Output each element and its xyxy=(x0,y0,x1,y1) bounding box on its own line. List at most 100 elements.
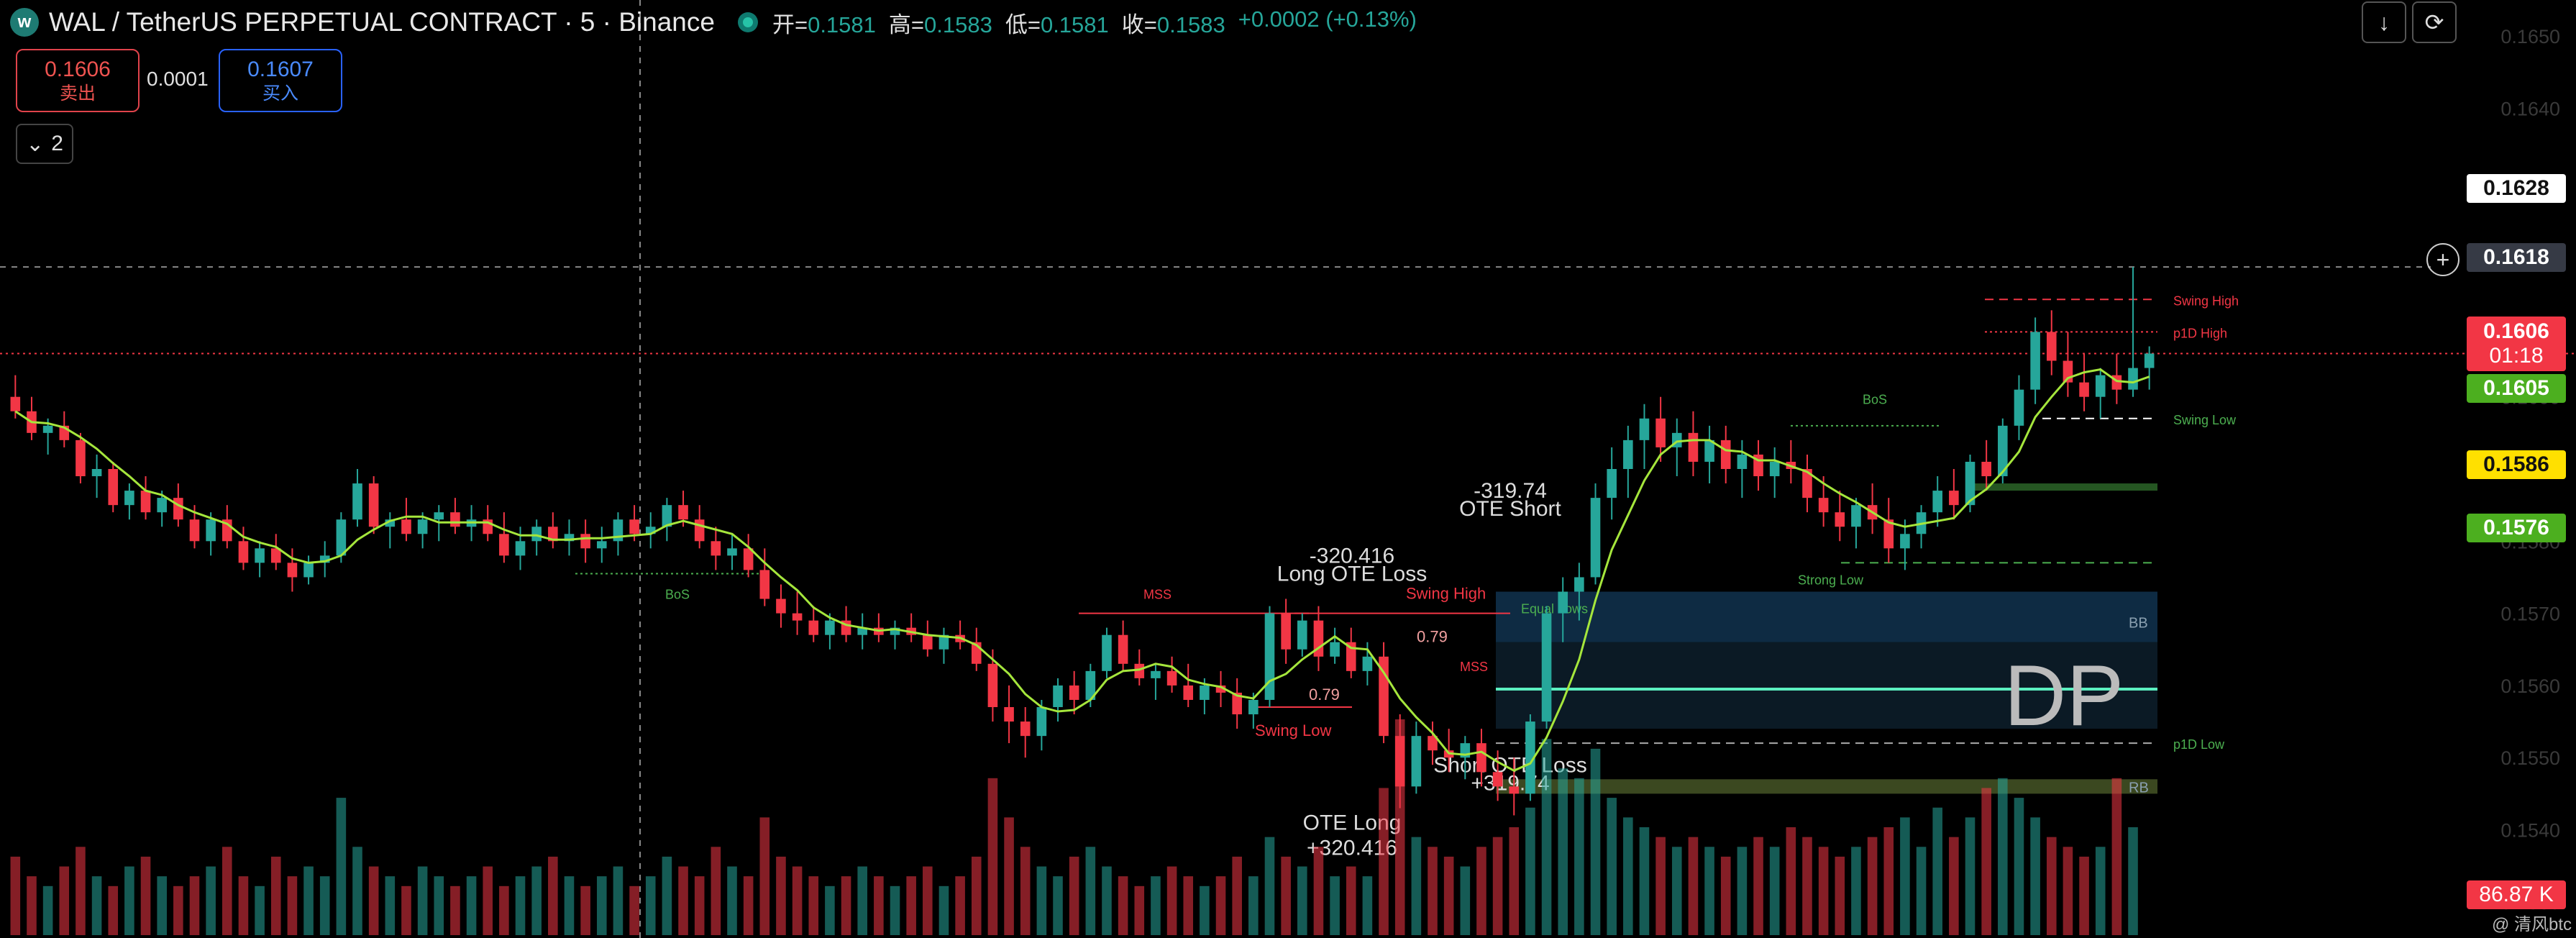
volume-bar xyxy=(1200,885,1210,935)
volume-bar xyxy=(2079,856,2089,935)
candle-body xyxy=(1623,440,1633,469)
candle-body xyxy=(1655,418,1666,447)
volume-bar xyxy=(1737,847,1748,935)
volume-bar xyxy=(1281,856,1291,935)
bos-label-right: BoS xyxy=(1863,393,1887,407)
chevron-down-icon: ⌄ xyxy=(26,132,45,156)
candle-body xyxy=(1020,721,1031,737)
volume-bar xyxy=(1525,807,1535,935)
volume-bar xyxy=(1753,837,1763,935)
candle-body xyxy=(1069,685,1079,700)
volume-bar xyxy=(1411,837,1422,935)
volume-bar xyxy=(385,876,396,935)
candle-body xyxy=(499,534,509,556)
volume-bar xyxy=(825,885,835,935)
candle-body xyxy=(515,541,526,556)
volume-bar xyxy=(1492,837,1503,935)
ote-short-value: -319.74 xyxy=(1474,479,1547,503)
buy-button[interactable]: 0.1607 买入 xyxy=(219,49,342,112)
candle-body xyxy=(401,519,411,534)
volume-bar xyxy=(287,876,298,935)
volume-bar xyxy=(531,866,542,935)
candle-body xyxy=(206,519,216,542)
candle-body xyxy=(1053,685,1063,708)
candle-body xyxy=(1949,491,1959,506)
candle-body xyxy=(270,548,281,563)
volume-bar xyxy=(450,885,460,935)
volume-bar xyxy=(1264,837,1275,935)
volume-bar xyxy=(1558,768,1568,935)
volume-bar xyxy=(515,876,526,935)
scroll-to-latest-button[interactable]: ↓ xyxy=(2362,1,2406,43)
candle-body xyxy=(1737,454,1748,469)
mss-label: MSS xyxy=(1143,588,1171,602)
candle-body xyxy=(10,396,21,411)
volume-bar xyxy=(1541,739,1552,935)
candle-body xyxy=(1720,440,1731,469)
candle-body xyxy=(1558,591,1568,614)
volume-bar xyxy=(1362,876,1373,935)
candle-body xyxy=(1036,707,1047,737)
volume-bar xyxy=(2111,778,2122,935)
candle-body xyxy=(1085,670,1096,700)
candle-body xyxy=(1998,425,2008,477)
volume-bar xyxy=(727,866,737,935)
volume-bar xyxy=(238,876,249,935)
candle-body xyxy=(173,498,183,520)
volume-bar xyxy=(1949,837,1959,935)
volume-bar xyxy=(1379,788,1389,935)
candle-body xyxy=(2095,375,2106,397)
volume-bar xyxy=(874,876,884,935)
volume-bar xyxy=(857,866,867,935)
volume-bar xyxy=(140,856,151,935)
volume-bar xyxy=(124,866,134,935)
candle-body xyxy=(287,563,298,578)
candle-body xyxy=(808,620,819,635)
volume-bar xyxy=(1330,876,1340,935)
volume-bar xyxy=(662,856,672,935)
symbol-title[interactable]: WAL / TetherUS PERPETUAL CONTRACT · 5 · … xyxy=(49,7,715,37)
volume-bar xyxy=(1183,876,1194,935)
indicator-toggle-button[interactable]: ⌄ 2 xyxy=(16,124,73,164)
candle-body xyxy=(1428,736,1438,751)
watermark: @ 清风btc xyxy=(2491,915,2572,934)
dp-label: DP xyxy=(2004,647,2124,744)
candle-body xyxy=(1525,721,1535,794)
candle-body xyxy=(1346,642,1356,671)
volume-bar xyxy=(2063,847,2073,935)
ohlc-low: 低=0.1581 xyxy=(1005,12,1109,37)
last-price: 0.1606 xyxy=(2483,319,2549,343)
ote-swing-high-label: Swing High xyxy=(1406,585,1486,603)
candle-body xyxy=(336,519,347,556)
volume-bar xyxy=(1297,866,1307,935)
candle-body xyxy=(1313,620,1324,657)
sell-button[interactable]: 0.1606 卖出 xyxy=(16,49,140,112)
volume-bar xyxy=(2128,827,2138,935)
volume-bar xyxy=(108,885,119,935)
volume-bar xyxy=(580,885,590,935)
volume-bar xyxy=(1802,837,1812,935)
volume-bar xyxy=(27,876,37,935)
ohlc-values: 开=0.1581 高=0.1583 低=0.1581 收=0.1583 +0.0… xyxy=(772,6,1417,39)
volume-bar xyxy=(1102,866,1112,935)
reset-chart-button[interactable]: ⟳ xyxy=(2412,1,2457,43)
candle-body xyxy=(1215,685,1226,693)
ohlc-open: 开=0.1581 xyxy=(772,12,876,37)
candle-body xyxy=(2144,353,2155,368)
candle-body xyxy=(1232,692,1242,715)
volume-bar xyxy=(1053,876,1063,935)
add-alert-plus-icon[interactable]: + xyxy=(2426,243,2459,276)
candle-body xyxy=(743,548,754,570)
volume-bar xyxy=(1590,748,1601,935)
volume-label: 86.87 K xyxy=(2467,880,2566,909)
candle-body xyxy=(938,634,949,650)
candle-body xyxy=(319,555,330,563)
candle-body xyxy=(91,469,102,477)
volume-bar xyxy=(808,876,819,935)
volume-bar xyxy=(1069,856,1079,935)
candle-body xyxy=(1394,736,1405,787)
buy-label: 买入 xyxy=(262,83,298,104)
volume-bar xyxy=(2046,837,2057,935)
volume-bar xyxy=(1346,866,1356,935)
